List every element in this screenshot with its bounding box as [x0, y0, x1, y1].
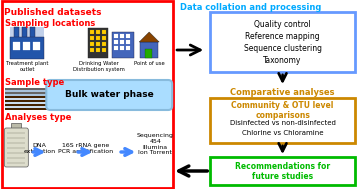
Bar: [102, 36, 106, 40]
Bar: [5, 100, 47, 102]
Bar: [23, 42, 30, 50]
Bar: [11, 123, 21, 131]
Text: Reference mapping: Reference mapping: [245, 32, 320, 41]
Text: Comparative analyses: Comparative analyses: [230, 88, 335, 97]
Bar: [7, 137, 25, 139]
Bar: [2, 1, 173, 188]
Bar: [88, 28, 108, 58]
Bar: [5, 104, 47, 106]
Bar: [90, 42, 94, 46]
Text: Analyses type: Analyses type: [5, 113, 72, 122]
Text: Sampling locations: Sampling locations: [5, 19, 95, 28]
Bar: [13, 42, 20, 50]
Bar: [22, 27, 27, 41]
Bar: [14, 27, 19, 41]
Text: Published datasets: Published datasets: [4, 8, 102, 17]
Bar: [30, 27, 35, 41]
Bar: [5, 108, 47, 110]
Bar: [112, 32, 134, 58]
Text: Sample type: Sample type: [5, 78, 65, 87]
Bar: [102, 48, 106, 52]
Text: Sequence clustering: Sequence clustering: [244, 44, 322, 53]
Bar: [96, 42, 100, 46]
Bar: [210, 157, 355, 185]
Bar: [120, 40, 124, 44]
Bar: [7, 142, 25, 144]
Bar: [7, 147, 25, 149]
Bar: [114, 40, 118, 44]
Bar: [102, 30, 106, 34]
FancyBboxPatch shape: [4, 128, 28, 167]
Bar: [114, 34, 118, 38]
Text: Bulk water phase: Bulk water phase: [65, 90, 154, 99]
Bar: [126, 34, 130, 38]
Text: Chlorine vs Chloramine: Chlorine vs Chloramine: [242, 130, 323, 136]
Polygon shape: [47, 92, 52, 98]
Bar: [126, 46, 130, 50]
Text: Taxonomy: Taxonomy: [264, 56, 302, 65]
Bar: [10, 27, 44, 59]
Text: Recommendations for
future studies: Recommendations for future studies: [235, 162, 330, 181]
Bar: [7, 152, 25, 154]
Bar: [96, 36, 100, 40]
Text: Disinfected vs non-disinfected: Disinfected vs non-disinfected: [230, 120, 335, 126]
Text: 16S rRNA gene
PCR amplification: 16S rRNA gene PCR amplification: [58, 143, 113, 154]
Bar: [120, 46, 124, 50]
Bar: [5, 88, 47, 96]
Bar: [90, 30, 94, 34]
Bar: [140, 42, 158, 58]
Bar: [5, 96, 47, 98]
Bar: [96, 48, 100, 52]
Bar: [90, 36, 94, 40]
Bar: [90, 48, 94, 52]
Text: Quality control: Quality control: [254, 20, 311, 29]
Bar: [145, 49, 152, 58]
Bar: [96, 30, 100, 34]
Bar: [102, 42, 106, 46]
Bar: [120, 34, 124, 38]
Text: DNA
extraction: DNA extraction: [23, 143, 55, 154]
Bar: [7, 132, 25, 134]
Text: Treatment plant
outlet: Treatment plant outlet: [6, 61, 49, 72]
Bar: [114, 46, 118, 50]
Bar: [5, 88, 47, 110]
Bar: [5, 92, 47, 94]
Bar: [126, 40, 130, 44]
Text: Data collation and processing: Data collation and processing: [180, 3, 322, 12]
Polygon shape: [139, 32, 159, 42]
Bar: [5, 88, 47, 90]
Text: Community & OTU level
comparisons: Community & OTU level comparisons: [231, 101, 334, 120]
Bar: [7, 157, 25, 159]
Bar: [210, 12, 355, 72]
FancyBboxPatch shape: [46, 80, 172, 110]
Bar: [210, 98, 355, 143]
Text: Point of use: Point of use: [134, 61, 164, 66]
Bar: [33, 42, 40, 50]
Bar: [10, 37, 44, 59]
Text: Drinking Water
Distribution system: Drinking Water Distribution system: [73, 61, 125, 72]
Text: Sequencing
454
Illumina
Ion Torrent: Sequencing 454 Illumina Ion Torrent: [137, 133, 174, 155]
Bar: [7, 162, 25, 164]
